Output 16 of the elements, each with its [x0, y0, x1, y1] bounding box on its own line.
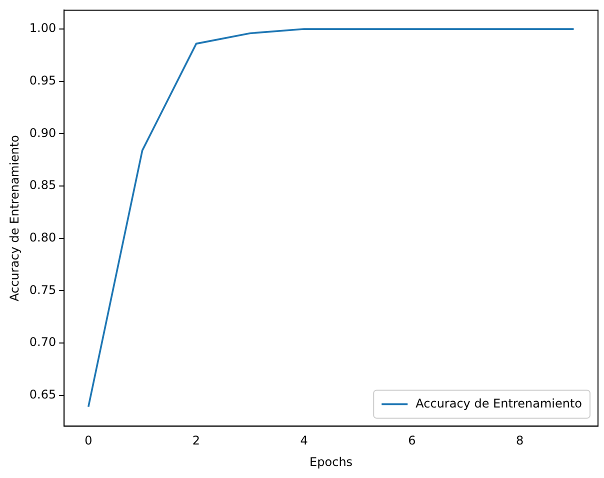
y-axis-title: Accuracy de Entrenamiento — [7, 135, 22, 302]
y-tick-label: 0.70 — [29, 335, 56, 350]
y-tick-label: 0.80 — [29, 230, 56, 244]
y-tick-label: 0.95 — [29, 73, 56, 88]
y-tick-label: 0.75 — [29, 282, 56, 297]
legend-label: Accuracy de Entrenamiento — [416, 396, 582, 410]
x-tick-label: 0 — [84, 434, 92, 448]
x-tick-label: 8 — [516, 434, 524, 448]
y-tick-label: 1.00 — [29, 21, 56, 36]
x-tick-label: 6 — [408, 434, 416, 448]
x-axis-title: Epochs — [310, 454, 353, 469]
x-tick-label: 2 — [192, 434, 200, 448]
x-tick-label: 4 — [300, 434, 308, 448]
y-tick-label: 0.65 — [29, 387, 56, 402]
y-tick-label: 0.85 — [29, 178, 56, 192]
y-tick-label: 0.90 — [29, 126, 56, 140]
